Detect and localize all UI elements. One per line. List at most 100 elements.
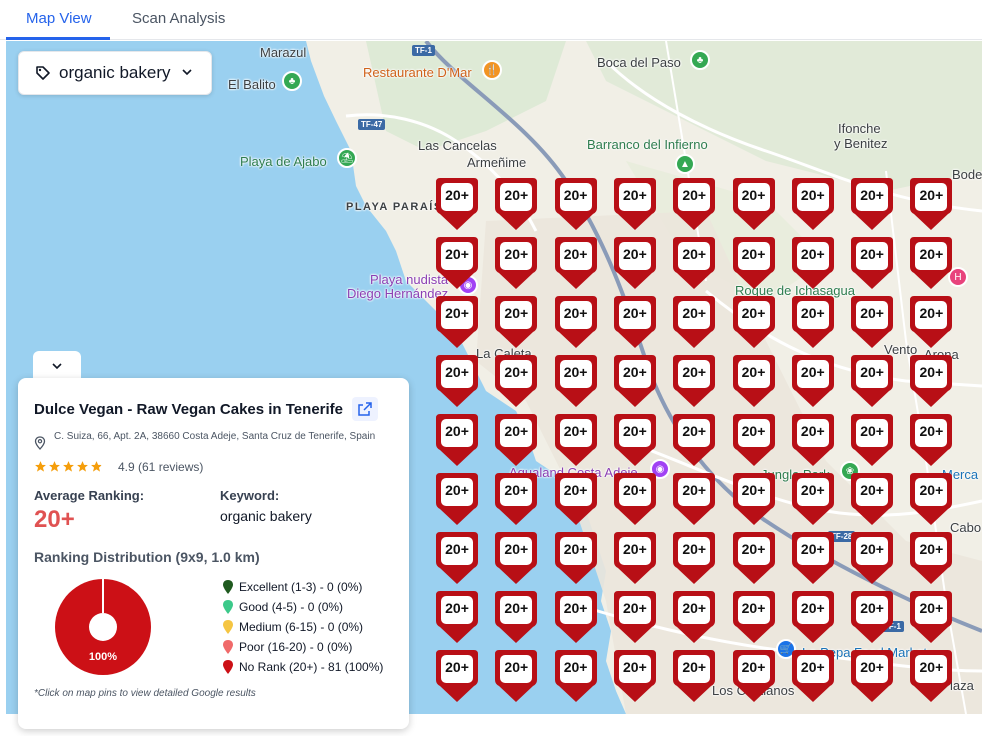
ranking-pin[interactable]: 20+: [910, 591, 953, 643]
ranking-pin[interactable]: 20+: [732, 591, 775, 643]
ranking-pin[interactable]: 20+: [436, 355, 478, 407]
ranking-pin[interactable]: 20+: [732, 178, 775, 230]
ranking-pin[interactable]: 20+: [851, 178, 894, 230]
ranking-pin[interactable]: 20+: [613, 591, 656, 643]
ranking-pin[interactable]: 20+: [673, 650, 716, 702]
legend-item: Poor (16-20) - 0 (0%): [222, 637, 383, 657]
map-label-boca-del-paso: Boca del Paso: [597, 55, 681, 70]
ranking-pin[interactable]: 20+: [910, 355, 953, 407]
ranking-pin[interactable]: 20+: [673, 237, 716, 289]
ranking-pin[interactable]: 20+: [495, 296, 538, 348]
ranking-pin[interactable]: 20+: [791, 473, 834, 525]
ranking-pin[interactable]: 20+: [613, 296, 656, 348]
ranking-pin[interactable]: 20+: [436, 296, 478, 348]
ranking-pin[interactable]: 20+: [910, 178, 953, 230]
ranking-pin[interactable]: 20+: [554, 532, 597, 584]
ranking-pin[interactable]: 20+: [732, 473, 775, 525]
ranking-pin[interactable]: 20+: [851, 473, 894, 525]
ranking-pin[interactable]: 20+: [495, 178, 538, 230]
ranking-pin[interactable]: 20+: [613, 355, 656, 407]
ranking-pin[interactable]: 20+: [910, 414, 953, 466]
ranking-pin[interactable]: 20+: [436, 532, 478, 584]
ranking-pin[interactable]: 20+: [851, 591, 894, 643]
ranking-pin[interactable]: 20+: [791, 414, 834, 466]
ranking-pin[interactable]: 20+: [436, 237, 478, 289]
ranking-pin[interactable]: 20+: [613, 532, 656, 584]
ranking-pin[interactable]: 20+: [495, 473, 538, 525]
ranking-pin[interactable]: 20+: [554, 296, 597, 348]
ranking-pin[interactable]: 20+: [554, 237, 597, 289]
ranking-pin[interactable]: 20+: [851, 414, 894, 466]
hospital-icon[interactable]: H: [948, 267, 968, 287]
ranking-pin[interactable]: 20+: [673, 296, 716, 348]
ranking-pin[interactable]: 20+: [791, 296, 834, 348]
ranking-pin[interactable]: 20+: [851, 532, 894, 584]
ranking-pin[interactable]: 20+: [851, 355, 894, 407]
beach-icon[interactable]: ⛱: [337, 148, 357, 168]
ranking-pin[interactable]: 20+: [851, 650, 894, 702]
ranking-pin[interactable]: 20+: [791, 355, 834, 407]
shopping-icon[interactable]: 🛒: [776, 639, 796, 659]
ranking-pin[interactable]: 20+: [851, 296, 894, 348]
ranking-pin[interactable]: 20+: [495, 591, 538, 643]
park-icon[interactable]: ♣: [282, 71, 302, 91]
ranking-pin-label: 20+: [504, 600, 529, 616]
ranking-pin[interactable]: 20+: [554, 414, 597, 466]
ranking-pin[interactable]: 20+: [495, 237, 538, 289]
ranking-pin[interactable]: 20+: [910, 650, 953, 702]
park-icon[interactable]: ♣: [690, 50, 710, 70]
ranking-distribution-title: Ranking Distribution (9x9, 1.0 km): [34, 549, 260, 565]
ranking-pin[interactable]: 20+: [554, 473, 597, 525]
ranking-pin[interactable]: 20+: [910, 296, 953, 348]
ranking-pin[interactable]: 20+: [495, 532, 538, 584]
ranking-pin[interactable]: 20+: [732, 296, 775, 348]
ranking-pin[interactable]: 20+: [495, 650, 538, 702]
ranking-pin[interactable]: 20+: [673, 414, 716, 466]
ranking-pin[interactable]: 20+: [554, 591, 597, 643]
ranking-pin[interactable]: 20+: [495, 414, 538, 466]
ranking-pin[interactable]: 20+: [554, 355, 597, 407]
ranking-pin[interactable]: 20+: [910, 237, 953, 289]
ranking-pin[interactable]: 20+: [613, 178, 656, 230]
ranking-pin[interactable]: 20+: [673, 532, 716, 584]
ranking-pin[interactable]: 20+: [791, 237, 834, 289]
tab-map-view[interactable]: Map View: [26, 10, 92, 27]
ranking-pin[interactable]: 20+: [613, 650, 656, 702]
ranking-pin[interactable]: 20+: [732, 532, 775, 584]
ranking-pin[interactable]: 20+: [436, 650, 478, 702]
tab-scan-analysis[interactable]: Scan Analysis: [132, 10, 226, 27]
ranking-pin[interactable]: 20+: [613, 473, 656, 525]
ranking-pin[interactable]: 20+: [732, 355, 775, 407]
ranking-pin[interactable]: 20+: [436, 178, 478, 230]
ranking-pin[interactable]: 20+: [732, 414, 775, 466]
ranking-pin[interactable]: 20+: [791, 532, 834, 584]
map-view[interactable]: Marazul El Balito Restaurante D'Mar Boca…: [6, 41, 982, 714]
ranking-pin[interactable]: 20+: [791, 591, 834, 643]
ranking-pin[interactable]: 20+: [732, 650, 775, 702]
ranking-pin[interactable]: 20+: [673, 355, 716, 407]
ranking-pin[interactable]: 20+: [613, 414, 656, 466]
ranking-pin[interactable]: 20+: [673, 591, 716, 643]
ranking-pin[interactable]: 20+: [436, 473, 478, 525]
ranking-pin[interactable]: 20+: [436, 414, 478, 466]
external-link-button[interactable]: [352, 397, 378, 421]
ranking-pin-label: 20+: [682, 364, 707, 380]
ranking-pin[interactable]: 20+: [613, 237, 656, 289]
ranking-pin[interactable]: 20+: [910, 532, 953, 584]
ranking-pin[interactable]: 20+: [910, 473, 953, 525]
ranking-pin[interactable]: 20+: [851, 237, 894, 289]
keyword-selector[interactable]: organic bakery: [18, 51, 212, 95]
ranking-pin[interactable]: 20+: [436, 591, 478, 643]
tree-icon[interactable]: ▲: [675, 154, 695, 174]
restaurant-icon[interactable]: 🍴: [482, 60, 502, 80]
collapse-panel-button[interactable]: [33, 351, 81, 381]
ranking-pin[interactable]: 20+: [554, 650, 597, 702]
camera-icon[interactable]: ◉: [650, 459, 670, 479]
ranking-pin[interactable]: 20+: [673, 473, 716, 525]
ranking-pin[interactable]: 20+: [554, 178, 597, 230]
ranking-pin[interactable]: 20+: [732, 237, 775, 289]
ranking-pin[interactable]: 20+: [495, 355, 538, 407]
ranking-pin[interactable]: 20+: [791, 650, 834, 702]
ranking-pin[interactable]: 20+: [673, 178, 716, 230]
ranking-pin[interactable]: 20+: [791, 178, 834, 230]
